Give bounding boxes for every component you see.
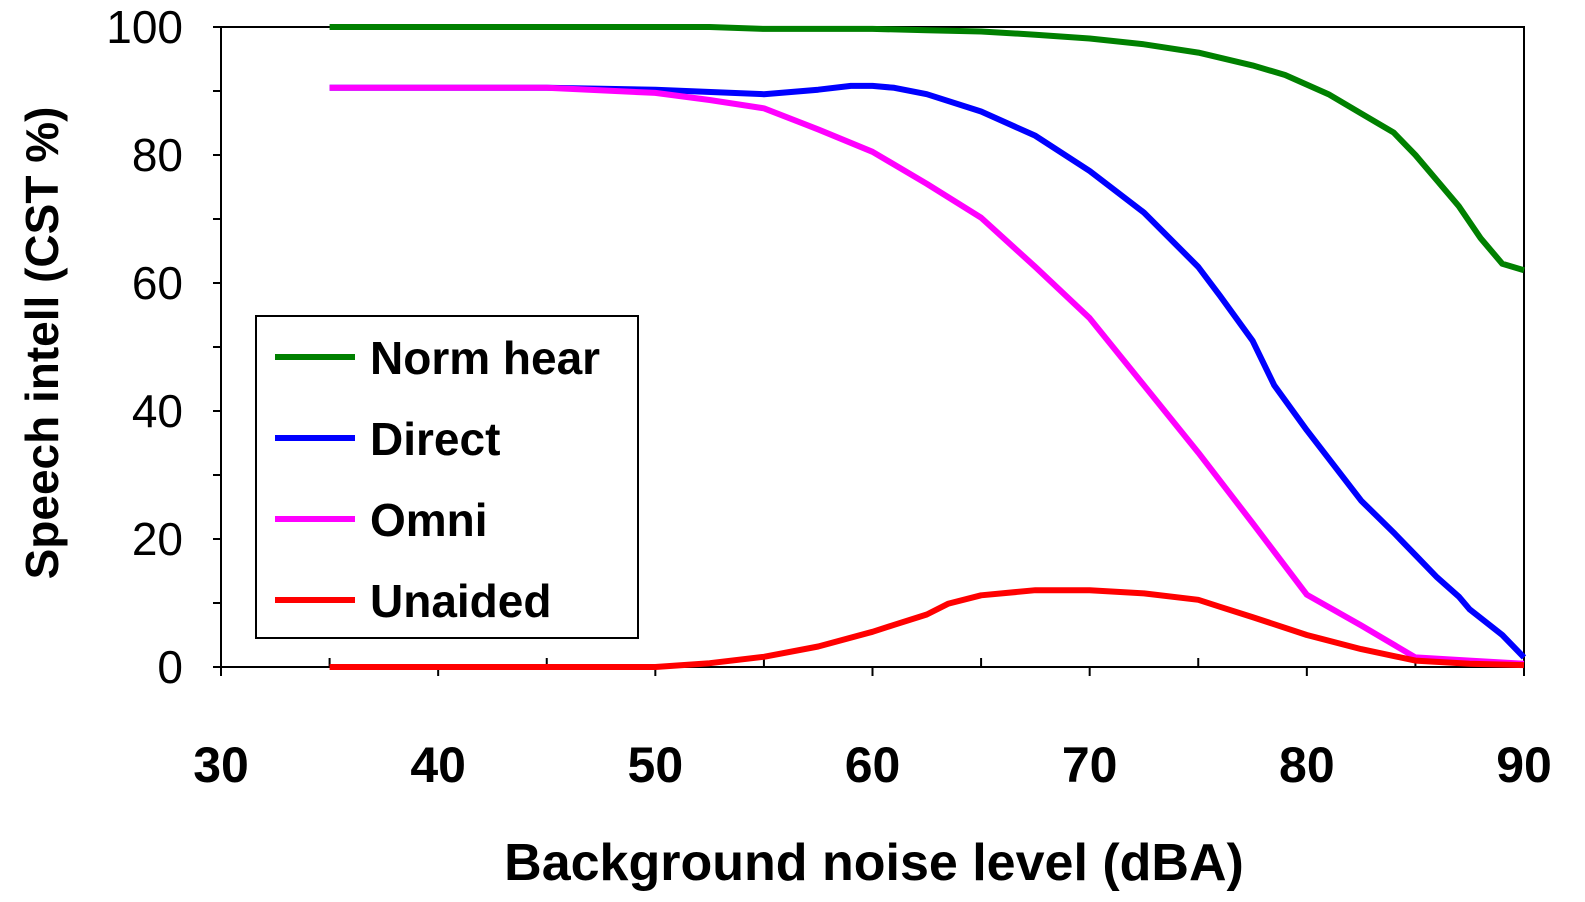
x-tick-label: 60 [845, 737, 901, 793]
x-tick-label: 90 [1496, 737, 1552, 793]
legend-label-unaided: Unaided [370, 575, 551, 627]
legend-label-norm-hear: Norm hear [370, 332, 600, 384]
series-line-unaided [329, 587, 1525, 670]
y-axis-title: Speech intell (CST %) [16, 107, 68, 580]
series-line-direct [329, 82, 1527, 660]
series-layer [329, 24, 1527, 670]
x-tick-label: 80 [1279, 737, 1335, 793]
y-axis: 0 20 40 60 80 100 [106, 1, 221, 693]
y-tick-label: 20 [132, 513, 183, 565]
legend-label-omni: Omni [370, 494, 488, 546]
x-axis-title: Background noise level (dBA) [504, 834, 1244, 892]
x-tick-label: 50 [628, 737, 684, 793]
legend: Norm hear Direct Omni Unaided [255, 315, 639, 639]
y-tick-label: 0 [157, 641, 183, 693]
series-line-omni [329, 84, 1525, 667]
legend-label-direct: Direct [370, 413, 500, 465]
legend-box [255, 315, 639, 639]
x-axis: 30 40 50 60 70 80 90 [193, 658, 1552, 793]
x-tick-label: 30 [193, 737, 249, 793]
y-tick-label: 80 [132, 129, 183, 181]
y-tick-label: 60 [132, 257, 183, 309]
series-line-norm-hear [329, 24, 1525, 274]
y-tick-label: 40 [132, 385, 183, 437]
x-tick-label: 40 [410, 737, 466, 793]
y-tick-label: 100 [106, 1, 183, 53]
x-tick-label: 70 [1062, 737, 1118, 793]
